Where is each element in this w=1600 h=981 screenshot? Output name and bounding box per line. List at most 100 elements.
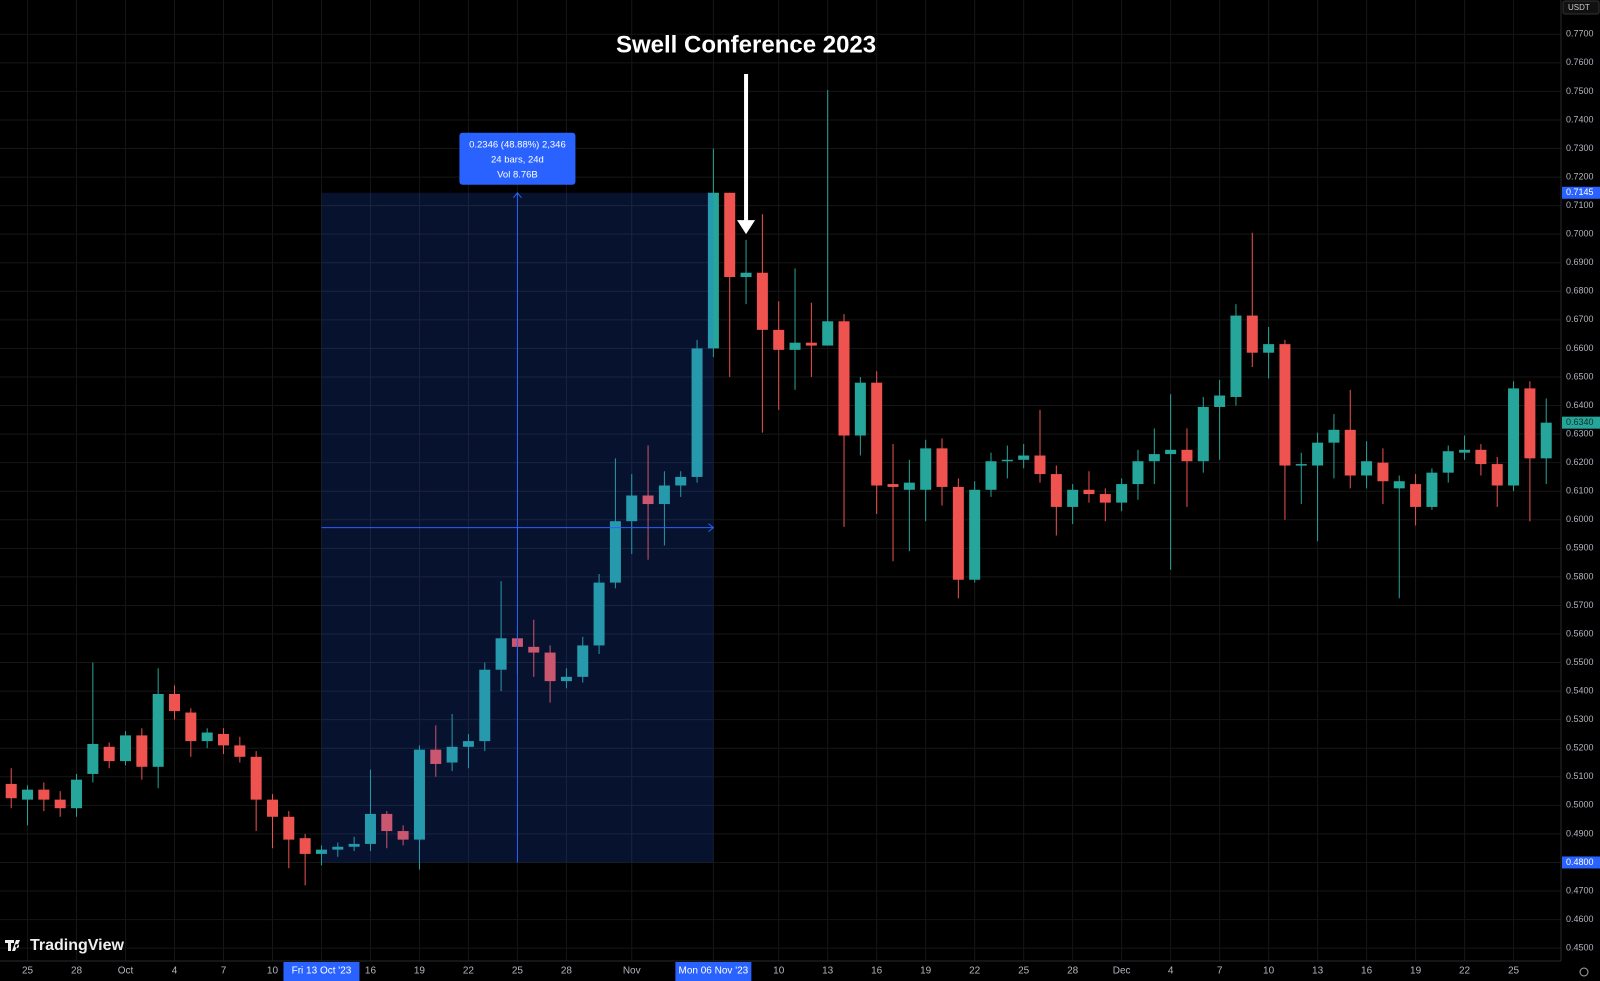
candle-body — [1116, 484, 1128, 503]
y-tick-label: 0.6700 — [1566, 314, 1594, 324]
candle-body — [430, 749, 442, 764]
candle-body — [234, 745, 246, 757]
x-tick-label: 22 — [463, 966, 475, 977]
candle-body — [936, 448, 948, 487]
candle-body — [626, 495, 638, 522]
y-tick-label: 0.5700 — [1566, 600, 1594, 610]
candle-body — [217, 733, 229, 746]
candle-body — [609, 521, 621, 583]
y-tick-label: 0.7400 — [1566, 114, 1594, 124]
candle-body — [642, 495, 654, 505]
candle-body — [1067, 489, 1079, 507]
candle-body — [691, 348, 703, 477]
candle-body — [756, 272, 768, 330]
y-tick-label: 0.7300 — [1566, 143, 1594, 153]
candle-body — [577, 645, 589, 677]
candle-body — [1050, 474, 1062, 507]
x-tick-label: 16 — [1361, 966, 1373, 977]
y-tick-label: 0.6600 — [1566, 343, 1594, 353]
candle-body — [1410, 484, 1422, 507]
y-tick-label: 0.4900 — [1566, 828, 1594, 838]
candle-body — [1540, 422, 1552, 459]
x-tick-label: 28 — [561, 966, 573, 977]
candle-body — [250, 756, 262, 800]
candle-body — [1524, 388, 1536, 459]
candle-body — [462, 741, 474, 747]
x-tick-label: 28 — [71, 966, 83, 977]
candle-body — [1442, 451, 1454, 473]
y-tick-label: 0.5300 — [1566, 714, 1594, 724]
candle-body — [789, 342, 801, 350]
candle-body — [854, 382, 866, 436]
y-tick-label: 0.7200 — [1566, 171, 1594, 181]
annotation-arrowhead — [737, 220, 756, 235]
candle-body — [773, 329, 785, 350]
candle-body — [969, 489, 981, 580]
y-tick-label: 0.6400 — [1566, 400, 1594, 410]
candle-body — [1459, 449, 1471, 453]
watermark: TradingView — [30, 937, 125, 954]
candle-body — [871, 382, 883, 486]
candle-body — [136, 735, 148, 767]
candle-body — [152, 693, 164, 767]
x-tick-label: 4 — [1168, 966, 1174, 977]
y-tick-label: 0.6800 — [1566, 286, 1594, 296]
candle-body — [1132, 461, 1144, 485]
candle-body — [1083, 489, 1095, 495]
measure-high-label-box — [1562, 186, 1600, 199]
candle-body — [985, 461, 997, 490]
candle-body — [1361, 461, 1373, 476]
x-tick-label: 19 — [1410, 966, 1422, 977]
candle-body — [103, 746, 115, 762]
time-axis-bg — [0, 961, 1561, 981]
x-tick-label: 10 — [773, 966, 785, 977]
x-tick-label: 19 — [920, 966, 932, 977]
x-tick-label: 25 — [22, 966, 34, 977]
measure-date-label: Mon 06 Nov '23 — [679, 966, 749, 977]
candle-body — [1181, 449, 1193, 462]
candle-body — [1148, 454, 1160, 462]
candle-body — [185, 712, 197, 742]
measure-high-label: 0.7145 — [1566, 187, 1594, 197]
x-tick-label: 16 — [871, 966, 883, 977]
y-tick-label: 0.7000 — [1566, 229, 1594, 239]
candle-body — [724, 192, 736, 278]
candle-body — [544, 652, 556, 682]
candle-body — [397, 831, 409, 840]
settings-icon[interactable] — [1579, 967, 1589, 977]
measure-date-label: Fri 13 Oct '23 — [292, 966, 352, 977]
x-tick-label: 22 — [969, 966, 981, 977]
last-price-label: 0.6340 — [1566, 417, 1594, 427]
measure-info: Vol 8.76B — [497, 169, 538, 180]
y-tick-label: 0.5200 — [1566, 743, 1594, 753]
candle-body — [413, 749, 425, 840]
measure-arrow — [513, 191, 715, 533]
y-tick-label: 0.5000 — [1566, 800, 1594, 810]
y-tick-label: 0.7500 — [1566, 86, 1594, 96]
x-tick-label: 25 — [1018, 966, 1030, 977]
y-tick-label: 0.4600 — [1566, 914, 1594, 924]
candle-body — [903, 482, 915, 490]
candle-body — [1426, 472, 1438, 507]
candle-body — [675, 476, 687, 486]
y-tick-label: 0.6100 — [1566, 486, 1594, 496]
x-tick-label: Oct — [118, 966, 134, 977]
y-tick-label: 0.6900 — [1566, 257, 1594, 267]
currency-box[interactable] — [1562, 0, 1600, 15]
currency[interactable]: USDT — [1568, 3, 1590, 12]
x-tick-label: 25 — [1508, 966, 1520, 977]
watermark-logo — [5, 940, 20, 951]
x-tick-label: 22 — [1459, 966, 1471, 977]
candle-body — [1099, 494, 1111, 503]
last-price-label-box — [1562, 416, 1600, 429]
y-tick-label: 0.6500 — [1566, 371, 1594, 381]
y-tick-label: 0.5600 — [1566, 628, 1594, 638]
candle-body — [1230, 315, 1242, 397]
y-tick-label: 0.4700 — [1566, 885, 1594, 895]
candle-body — [266, 799, 278, 817]
x-tick-label: 25 — [512, 966, 524, 977]
candle-body — [658, 485, 670, 505]
measure-info: 0.2346 (48.88%) 2,346 — [469, 139, 566, 150]
candle-body — [381, 813, 393, 832]
